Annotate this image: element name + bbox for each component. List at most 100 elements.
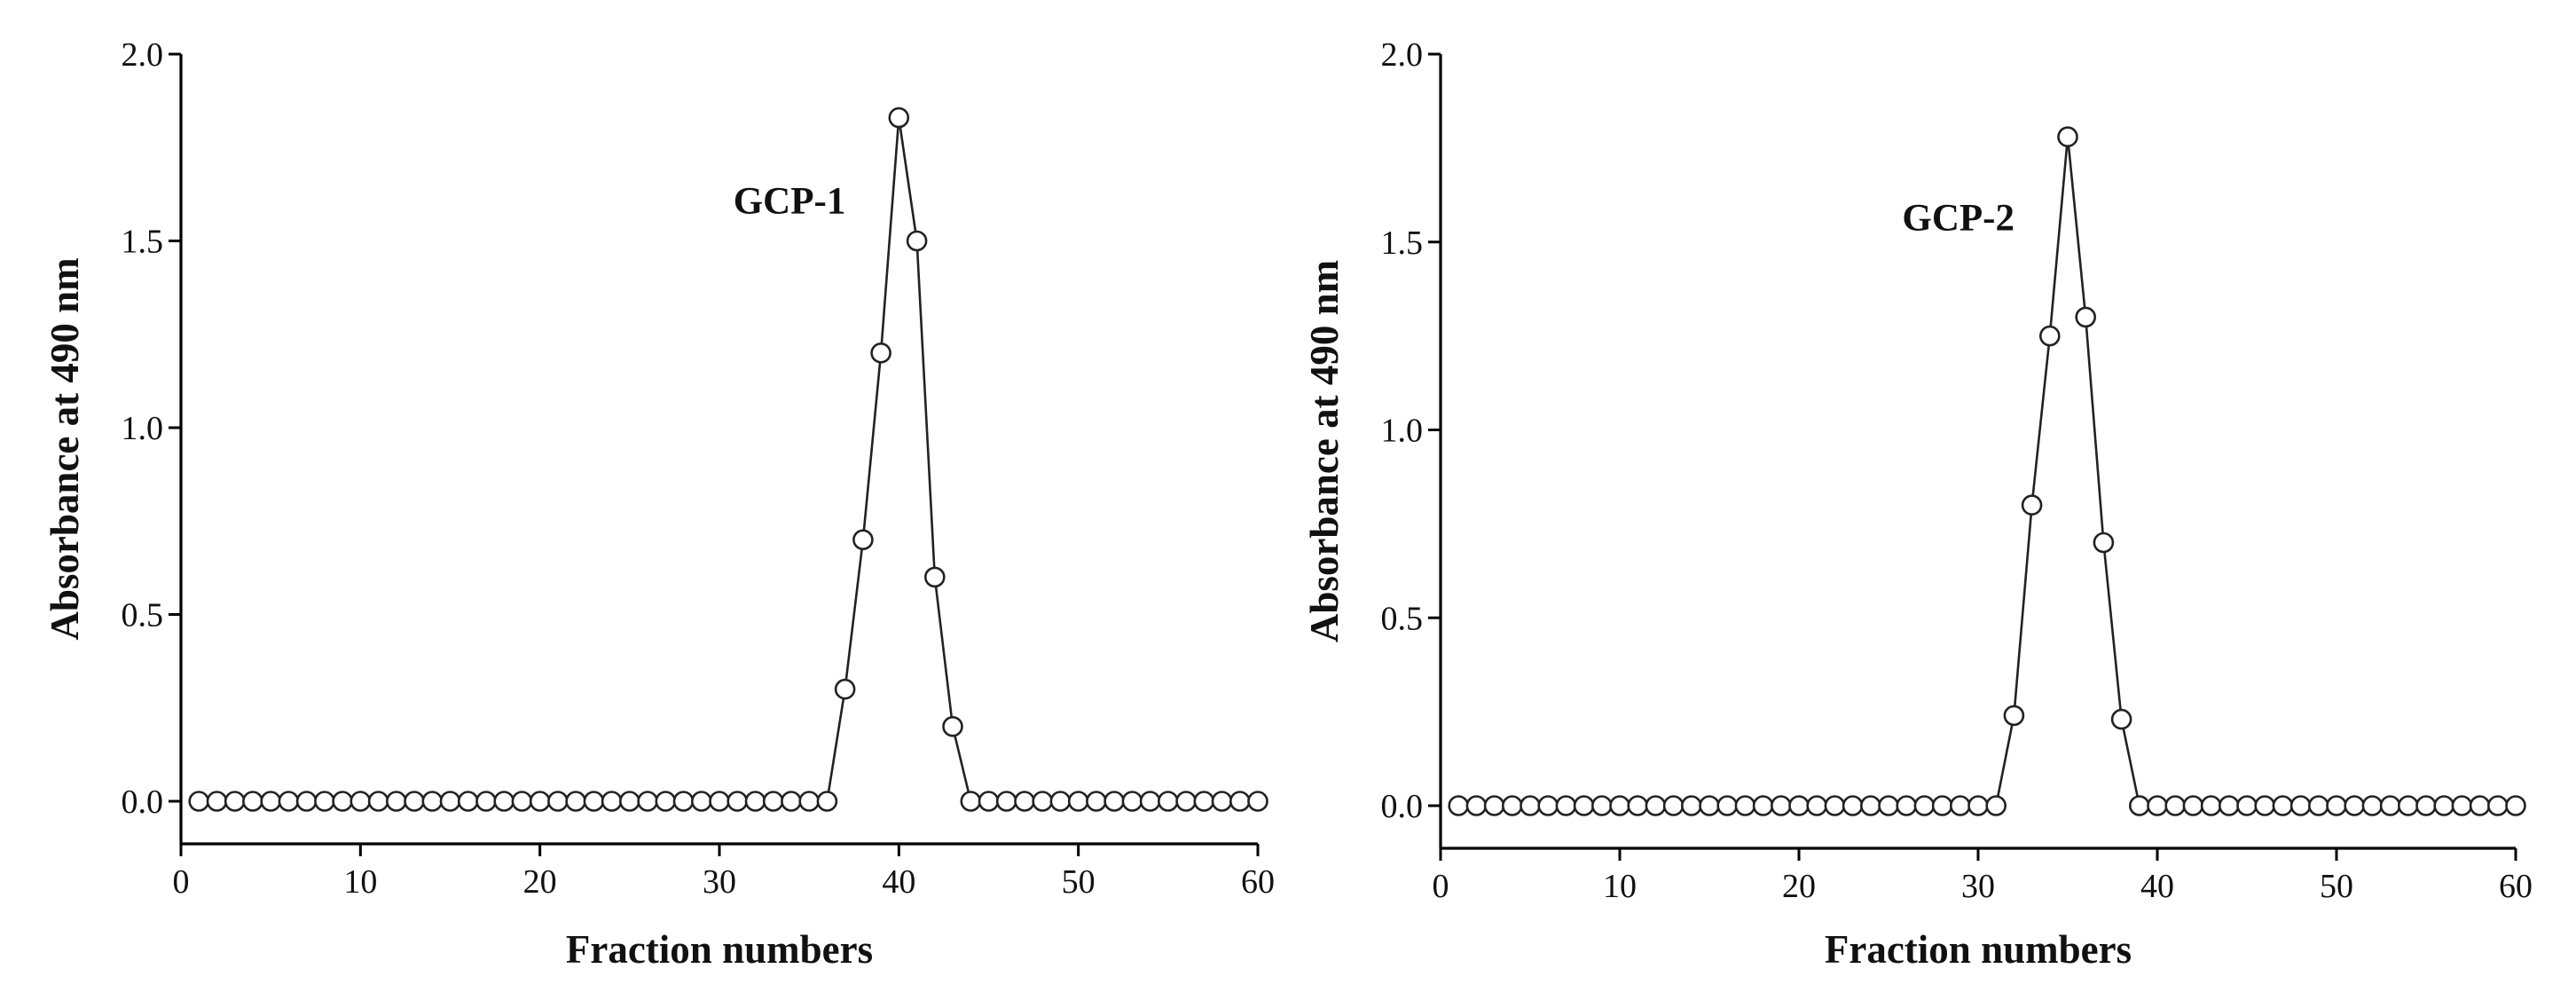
x-tick-label: 20	[523, 863, 557, 901]
data-point-marker	[332, 791, 353, 812]
data-point-marker	[2182, 795, 2204, 816]
data-point-marker	[1086, 791, 1107, 812]
x-tick-label: 0	[173, 863, 190, 901]
data-point-marker	[1247, 791, 1268, 812]
y-tick-label: 0.5	[1381, 600, 1424, 637]
data-point-marker	[726, 791, 749, 812]
data-point-marker	[224, 791, 246, 812]
series-line	[199, 117, 1258, 803]
data-point-marker	[709, 791, 730, 812]
data-point-marker	[1967, 795, 1989, 816]
data-point-marker	[349, 791, 372, 812]
data-point-marker	[1609, 795, 1630, 816]
data-point-marker	[295, 791, 318, 812]
data-point-marker	[1842, 795, 1864, 816]
data-point-marker	[206, 791, 228, 812]
data-point-marker	[1573, 795, 1595, 816]
data-point-marker	[1193, 791, 1215, 812]
data-point-marker	[1591, 795, 1613, 816]
data-point-marker	[242, 791, 263, 812]
data-point-marker	[1229, 791, 1251, 812]
data-point-marker	[816, 791, 838, 812]
data-point-marker	[2272, 795, 2294, 816]
data-point-marker	[1537, 795, 1559, 816]
data-point-marker	[2003, 705, 2025, 727]
data-point-marker	[1211, 791, 1233, 812]
data-point-marker	[1158, 791, 1179, 812]
data-point-marker	[1645, 795, 1667, 816]
data-point-marker	[978, 791, 1000, 812]
data-point-marker	[1067, 791, 1089, 812]
data-point-marker	[655, 791, 677, 812]
data-point-marker	[1175, 791, 1197, 812]
data-point-marker	[2164, 795, 2186, 816]
data-point-marker	[404, 791, 425, 812]
data-point-marker	[1139, 791, 1161, 812]
data-point-marker	[762, 791, 784, 812]
data-point-marker	[2433, 795, 2454, 816]
data-point-marker	[2326, 795, 2347, 816]
data-point-marker	[278, 791, 300, 812]
x-tick-label: 60	[1241, 863, 1275, 901]
data-point-marker	[888, 106, 910, 129]
data-point-marker	[2451, 795, 2473, 816]
data-point-marker	[1448, 795, 1469, 816]
y-tick-label: 0.0	[122, 784, 164, 821]
data-point-marker	[1483, 795, 1505, 816]
x-tick-label: 30	[703, 863, 736, 901]
data-point-marker	[2379, 795, 2401, 816]
x-tick-label: 10	[1603, 868, 1637, 905]
data-point-marker	[1824, 795, 1846, 816]
data-point-marker	[1032, 791, 1053, 812]
data-point-marker	[2505, 795, 2526, 816]
data-point-marker	[1771, 795, 1792, 816]
data-point-marker	[367, 791, 389, 812]
data-point-marker	[2254, 795, 2275, 816]
data-point-marker	[1014, 791, 1035, 812]
data-point-marker	[2147, 795, 2168, 816]
data-point-marker	[852, 529, 874, 551]
y-tick-label: 1.0	[122, 410, 164, 447]
x-tick-label: 0	[1433, 868, 1449, 905]
y-tick-label: 1.5	[122, 224, 164, 261]
data-point-marker	[2057, 126, 2078, 147]
data-point-marker	[1896, 795, 1917, 816]
data-point-marker	[1103, 791, 1125, 812]
data-point-marker	[2344, 795, 2365, 816]
data-point-marker	[2469, 795, 2491, 816]
data-point-marker	[1681, 795, 1702, 816]
x-tick-label: 40	[2140, 868, 2174, 905]
data-point-marker	[1520, 795, 1541, 816]
y-tick-label: 1.5	[1381, 224, 1424, 262]
data-point-marker	[1662, 795, 1685, 816]
data-point-marker	[924, 566, 946, 588]
data-point-marker	[601, 791, 623, 812]
data-point-marker	[565, 791, 586, 812]
data-point-marker	[690, 791, 712, 812]
data-point-marker	[1699, 795, 1720, 816]
x-tick-label: 40	[882, 863, 915, 901]
data-point-marker	[1121, 791, 1143, 812]
x-tick-label: 50	[2320, 868, 2353, 905]
data-point-marker	[2075, 306, 2096, 328]
data-point-marker	[475, 791, 497, 812]
data-point-marker	[2361, 795, 2384, 816]
data-point-marker	[1716, 795, 1738, 816]
data-point-marker	[421, 791, 444, 812]
data-point-marker	[2415, 795, 2437, 816]
data-point-marker	[870, 342, 891, 364]
data-point-marker	[1806, 795, 1827, 816]
data-point-marker	[618, 791, 640, 812]
data-point-marker	[834, 678, 856, 700]
data-point-marker	[1502, 795, 1523, 816]
data-point-marker	[1465, 795, 1488, 816]
data-point-marker	[781, 791, 802, 812]
x-tick-label: 20	[1782, 868, 1816, 905]
y-tick-label: 0.0	[1381, 788, 1424, 825]
data-point-marker	[1913, 795, 1936, 816]
data-point-marker	[1734, 795, 1756, 816]
data-point-marker	[1878, 795, 1899, 816]
y-tick-label: 2.0	[122, 36, 164, 74]
data-point-marker	[637, 791, 658, 812]
